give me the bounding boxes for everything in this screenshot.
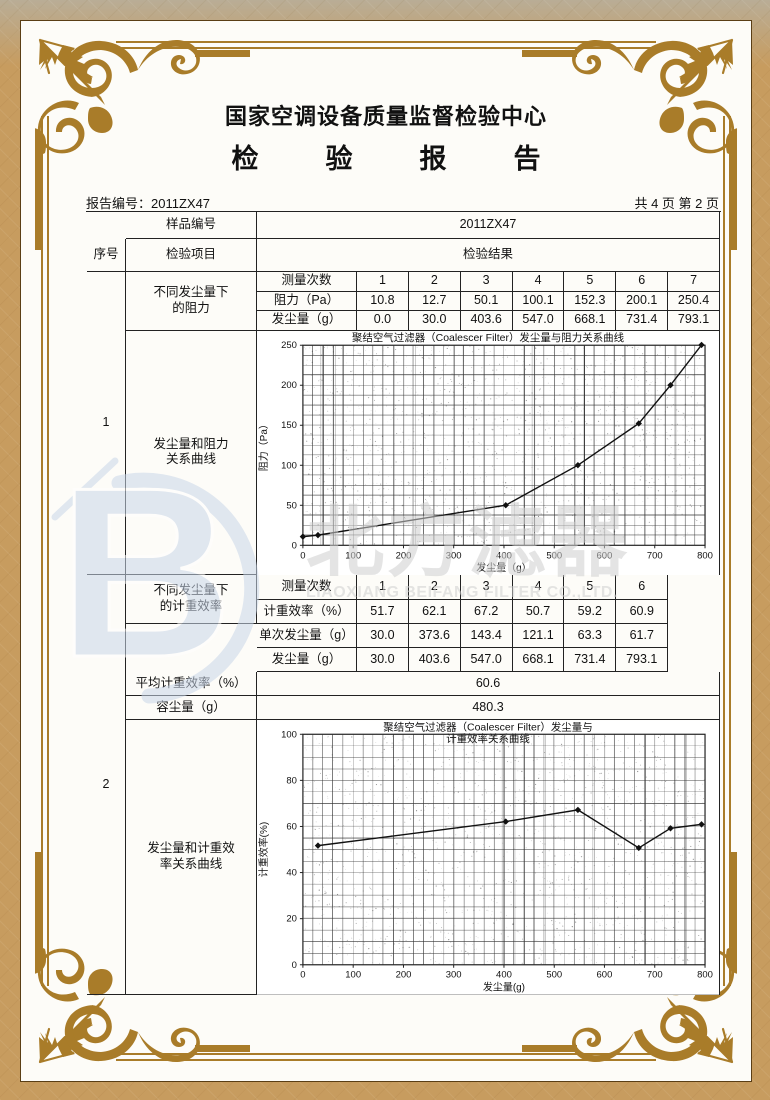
svg-text:50: 50 — [286, 500, 297, 511]
svg-text:200: 200 — [281, 380, 297, 391]
svg-text:0: 0 — [292, 540, 297, 551]
svg-text:100: 100 — [281, 729, 297, 740]
svg-text:700: 700 — [647, 550, 663, 561]
svg-text:500: 500 — [546, 550, 562, 561]
svg-text:0: 0 — [300, 970, 305, 981]
svg-text:400: 400 — [496, 970, 512, 981]
svg-text:阻力（Pa）: 阻力（Pa） — [257, 419, 270, 471]
svg-text:60: 60 — [286, 821, 297, 832]
svg-text:100: 100 — [345, 550, 361, 561]
svg-text:700: 700 — [647, 970, 663, 981]
svg-text:200: 200 — [396, 970, 412, 981]
svg-text:600: 600 — [597, 970, 613, 981]
svg-text:600: 600 — [597, 550, 613, 561]
svg-text:500: 500 — [546, 970, 562, 981]
svg-text:计重效率(%): 计重效率(%) — [257, 822, 270, 877]
svg-text:80: 80 — [286, 775, 297, 786]
svg-text:800: 800 — [697, 550, 713, 561]
svg-text:聚结空气过滤器（Coalescer Filter）发尘量与: 聚结空气过滤器（Coalescer Filter）发尘量与 — [383, 720, 592, 733]
svg-text:发尘量（g）: 发尘量（g） — [476, 561, 531, 574]
svg-text:0: 0 — [300, 550, 305, 561]
svg-text:300: 300 — [446, 550, 462, 561]
svg-text:40: 40 — [286, 868, 297, 879]
svg-text:150: 150 — [281, 420, 297, 431]
svg-text:800: 800 — [697, 970, 713, 981]
svg-text:0: 0 — [292, 960, 297, 971]
svg-text:200: 200 — [396, 550, 412, 561]
svg-text:100: 100 — [345, 970, 361, 981]
svg-text:250: 250 — [281, 340, 297, 351]
svg-text:聚结空气过滤器（Coalescer Filter）发尘量与阻: 聚结空气过滤器（Coalescer Filter）发尘量与阻力关系曲线 — [352, 331, 625, 344]
svg-text:20: 20 — [286, 914, 297, 925]
svg-text:300: 300 — [446, 970, 462, 981]
svg-text:发尘量(g): 发尘量(g) — [483, 981, 525, 994]
svg-text:400: 400 — [496, 550, 512, 561]
svg-text:100: 100 — [281, 460, 297, 471]
